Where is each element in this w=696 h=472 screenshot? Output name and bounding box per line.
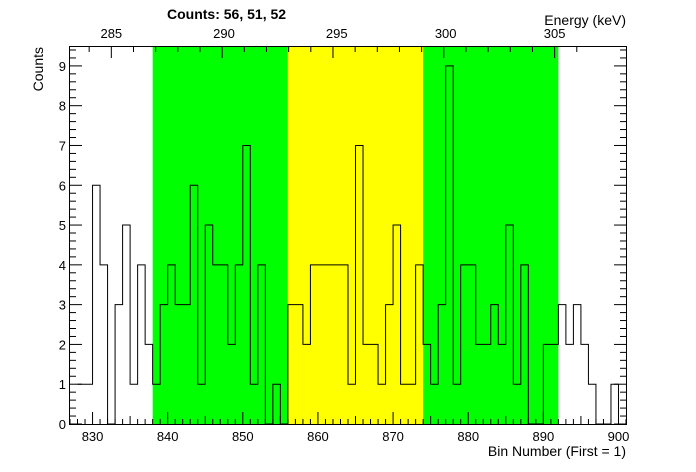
y-tick-label: 7 [59, 138, 66, 153]
x-tick-label: 870 [382, 429, 404, 444]
region-2 [423, 46, 559, 424]
energy-tick-label: 290 [213, 26, 235, 41]
y-tick-label: 4 [59, 258, 66, 273]
energy-axis-label: Energy (keV) [544, 12, 626, 28]
x-tick-label: 880 [457, 429, 479, 444]
energy-tick-label: 300 [435, 26, 457, 41]
y-tick-label: 1 [59, 377, 66, 392]
y-tick-label: 9 [59, 59, 66, 74]
energy-tick-label: 285 [100, 26, 122, 41]
y-tick-label: 5 [59, 218, 66, 233]
x-tick-label: 850 [232, 429, 254, 444]
y-tick-label: 0 [59, 417, 66, 432]
energy-tick-label: 295 [326, 26, 348, 41]
x-axis-label: Bin Number (First = 1) [488, 443, 626, 459]
x-tick-label: 860 [307, 429, 329, 444]
y-axis-label: Counts [30, 47, 46, 91]
y-tick-label: 6 [59, 178, 66, 193]
y-tick-label: 2 [59, 337, 66, 352]
chart-title: Counts: 56, 51, 52 [167, 6, 286, 22]
x-tick-label: 900 [608, 429, 630, 444]
energy-tick-label: 305 [544, 26, 566, 41]
region-0 [152, 46, 288, 424]
axes: 830 840 850 860 870 880 890 900 0 1 2 3 4 5 6 7 8 9 285 290… [59, 26, 630, 444]
x-tick-label: 890 [532, 429, 554, 444]
y-tick-label: 8 [59, 99, 66, 114]
y-tick-label: 3 [59, 298, 66, 313]
plot-frame [69, 46, 627, 425]
x-tick-label: 830 [82, 429, 104, 444]
x-tick-label: 840 [157, 429, 179, 444]
